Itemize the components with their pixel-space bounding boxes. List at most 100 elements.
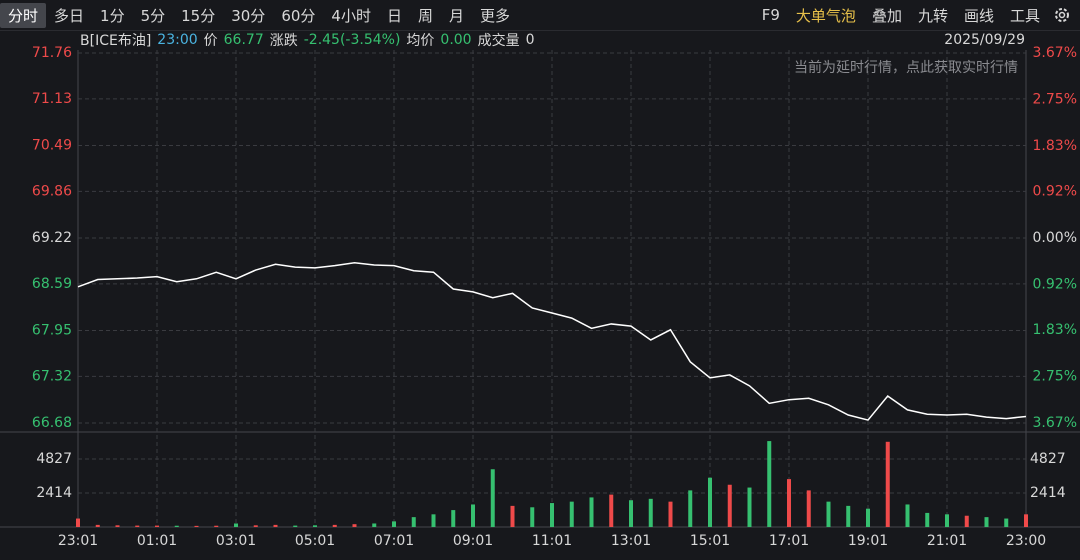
volume-bar [727, 484, 732, 527]
price-line [77, 262, 1027, 421]
date: 2025/09/29 [944, 32, 1025, 48]
y2-tick-label: 1.83% [1033, 322, 1077, 338]
period-tab[interactable]: 30分 [231, 6, 266, 25]
volume-bar [905, 504, 910, 527]
volume-bar [214, 525, 219, 527]
volume-bar [372, 523, 377, 527]
volume-bar [115, 525, 120, 527]
label: 均价 [406, 33, 435, 49]
volume-bar [174, 525, 179, 527]
period-tab[interactable]: 更多 [480, 6, 511, 25]
x-tick-label: 19:01 [848, 533, 888, 549]
tool-button[interactable]: 工具 [1009, 6, 1040, 25]
volume-bar [984, 517, 989, 527]
volume-bar [885, 441, 890, 527]
period-tab[interactable]: 15分 [181, 6, 216, 25]
y2-tick-label: 2.75% [1033, 91, 1077, 107]
volume-bar [431, 514, 436, 527]
x-tick-label: 01:01 [137, 533, 177, 549]
volume-bar [135, 525, 140, 527]
y-tick-label: 69.22 [32, 230, 72, 246]
tool-button[interactable]: F9 [761, 6, 780, 24]
tool-button[interactable]: 大单气泡 [795, 6, 856, 25]
label: 涨跌 [269, 33, 298, 49]
y2-tick-label: 3.67% [1033, 45, 1077, 61]
change: -2.45(-3.54%) [303, 32, 401, 48]
x-tick-label: 03:01 [216, 533, 256, 549]
y2-tick-label: 0.92% [1033, 184, 1077, 200]
period-tab[interactable]: 周 [417, 6, 433, 25]
x-tick-label: 23:00 [1006, 533, 1046, 549]
period-tab[interactable]: 5分 [140, 6, 166, 25]
volume-bar [471, 504, 475, 527]
period-tabs: 分时 多日 1分 5分 15分 30分 60分 4小时日周月更多 [0, 2, 518, 28]
tool-button[interactable]: 叠加 [871, 6, 902, 25]
y-tick-label: 69.86 [32, 183, 72, 199]
volume-bar [194, 525, 199, 527]
label: 价 [203, 33, 218, 49]
avg: 0.00 [440, 32, 472, 48]
volume-bar [273, 524, 278, 527]
period-tab[interactable]: 日 [386, 6, 402, 25]
y-tick-label: 68.59 [32, 276, 72, 292]
volume-bar [1004, 518, 1009, 527]
volume-bar [806, 490, 811, 527]
volume-bar [550, 503, 554, 527]
volume-bar [747, 487, 752, 527]
volume-bar [668, 501, 673, 527]
tool-button[interactable]: 画线 [963, 6, 994, 25]
volume-bar [826, 501, 831, 527]
volume-bar [708, 477, 712, 527]
period-tab[interactable]: 60分 [281, 6, 316, 25]
y-tick-label: 4827 [36, 451, 72, 467]
y-tick-label: 67.95 [32, 323, 72, 339]
volume-bar [688, 490, 693, 527]
volume-bar [392, 521, 396, 527]
x-tick-label: 07:01 [374, 533, 414, 549]
volume-bar [510, 505, 515, 527]
volume-bar [866, 508, 870, 527]
x-tick-label: 13:01 [611, 533, 651, 549]
volume-bar [964, 515, 969, 527]
volume-bar [787, 479, 791, 527]
volume-bar [530, 507, 535, 527]
volume-bar [332, 524, 337, 527]
volume-bar [767, 441, 772, 527]
delay-notice[interactable]: 当前为延时行情，点此获取实时行情 [794, 60, 1018, 76]
quote-info: B[ICE布油] 23:00 价 66.77 涨跌 -2.45(-3.54%) … [80, 31, 1025, 49]
y2-tick-label: 1.83% [1033, 138, 1077, 154]
tools: F9 大单气泡 叠加 九转 画线 工具 [754, 3, 1048, 28]
settings-icon[interactable] [1052, 5, 1072, 25]
period-tab[interactable]: 1分 [100, 6, 125, 25]
volume-bar [451, 510, 456, 527]
x-tick-label: 23:01 [58, 533, 98, 549]
y-tick-label: 71.13 [32, 91, 72, 107]
x-tick-label: 21:01 [927, 533, 967, 549]
volume-bar [648, 498, 653, 527]
period-tab[interactable]: 4小时 [331, 6, 371, 25]
volume-bar [609, 494, 614, 527]
y2-tick-label: 2414 [1030, 485, 1066, 501]
y2-tick-label: 2.75% [1033, 369, 1077, 385]
symbol: B[ICE布油] [80, 33, 152, 49]
volume-bar [589, 497, 594, 527]
y2-tick-label: 3.67% [1033, 415, 1077, 431]
volume-bar [313, 525, 317, 527]
period-tab[interactable]: 分时 [0, 2, 47, 28]
tool-button[interactable]: 九转 [917, 6, 948, 25]
volume-bar [925, 512, 930, 527]
price: 66.77 [223, 32, 264, 48]
y-tick-label: 2414 [36, 485, 72, 501]
period-tab[interactable]: 月 [448, 6, 464, 25]
volume-bar [846, 505, 851, 527]
time: 23:00 [157, 32, 198, 48]
volume-bar [352, 524, 357, 527]
x-tick-label: 15:01 [690, 533, 730, 549]
y2-tick-label: 0.92% [1033, 276, 1077, 292]
volume-bar [629, 500, 633, 527]
label: 成交量 [477, 33, 520, 49]
y-tick-label: 71.76 [32, 45, 72, 61]
period-tab[interactable]: 多日 [54, 6, 85, 25]
